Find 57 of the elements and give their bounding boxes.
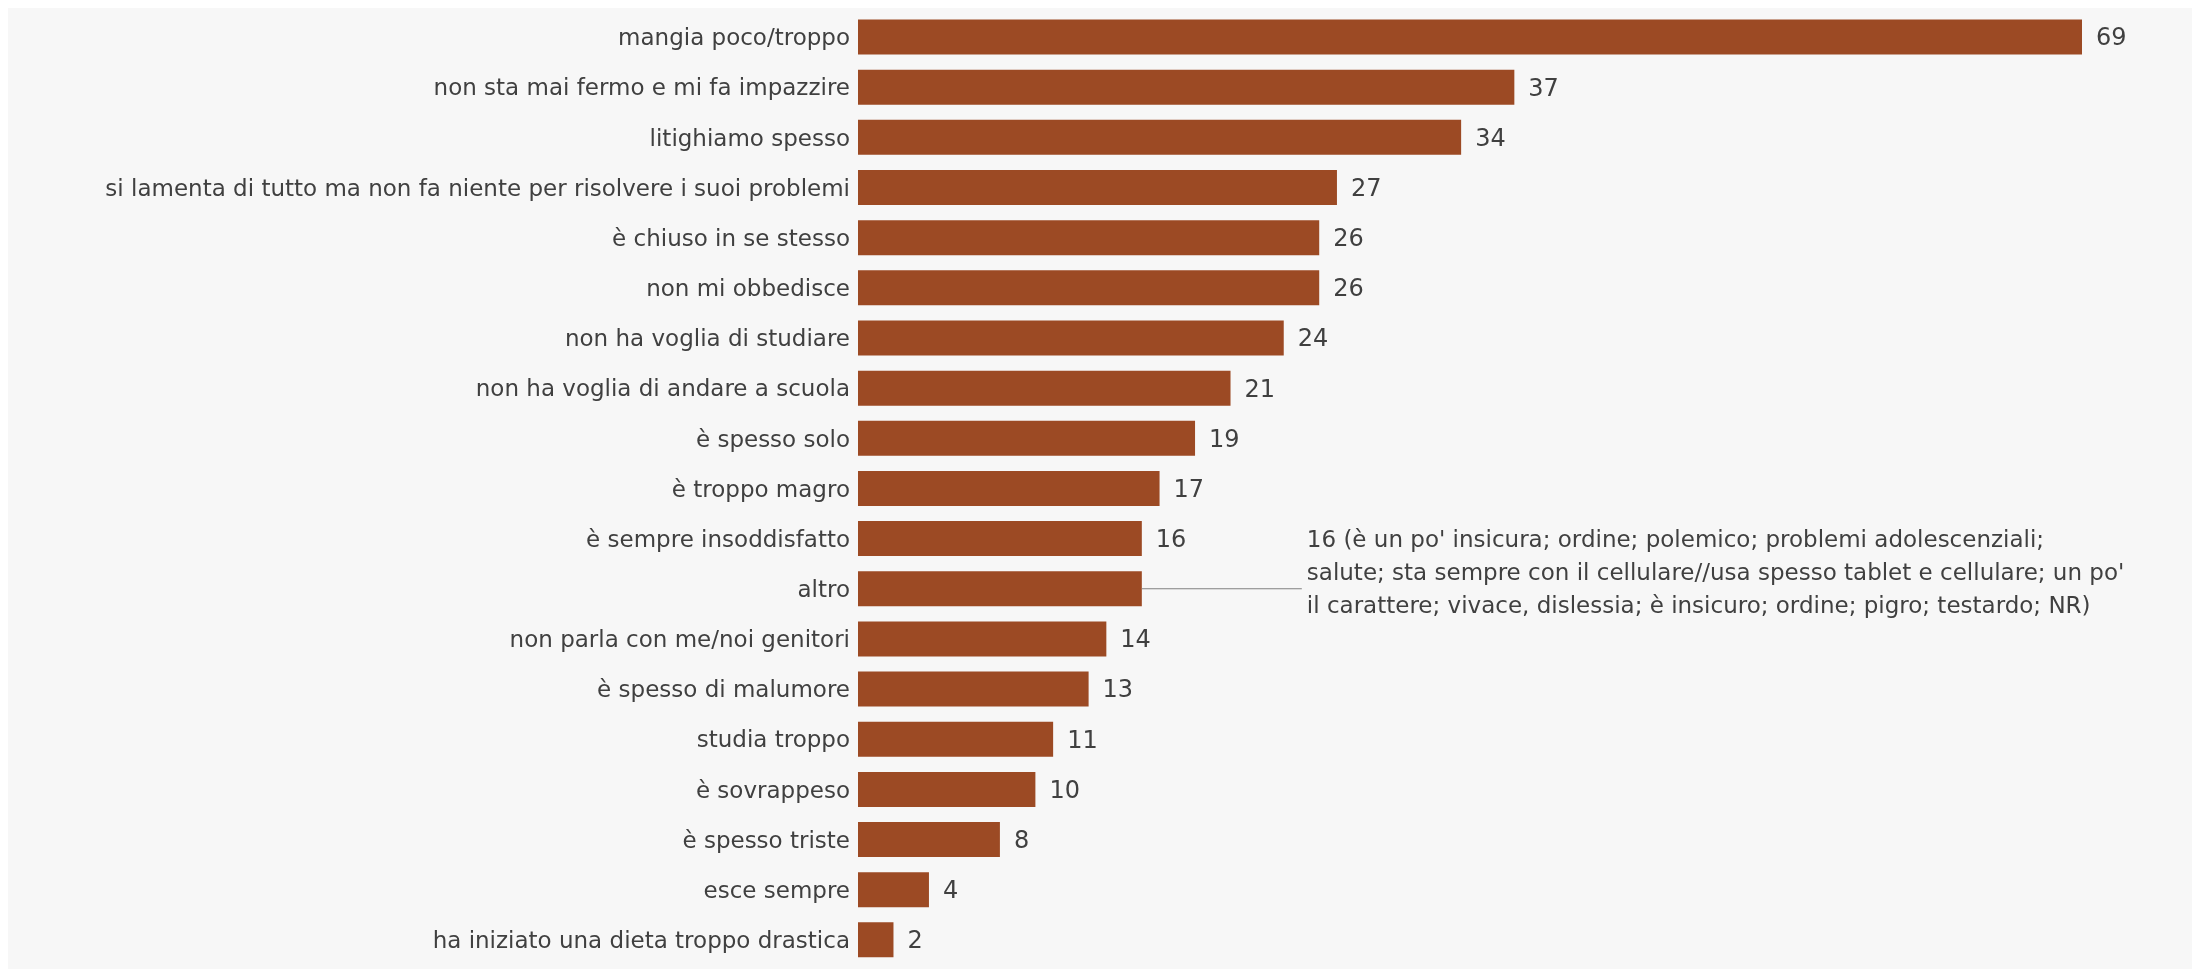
data-label: 27 — [1350, 173, 1382, 202]
bar — [858, 470, 1160, 506]
bar — [858, 370, 1231, 406]
bar — [858, 19, 2082, 55]
y-tick-label: è troppo magro — [671, 475, 850, 502]
bar — [858, 270, 1320, 306]
data-label: 2 — [907, 926, 923, 955]
data-label: 14 — [1120, 625, 1151, 654]
bar — [858, 220, 1320, 256]
data-label: 13 — [1102, 675, 1134, 704]
y-tick-label: non parla con me/noi genitori — [509, 626, 850, 653]
data-label: 11 — [1067, 725, 1098, 754]
data-label: 26 — [1333, 224, 1364, 253]
y-tick-label: è spesso triste — [682, 826, 850, 853]
y-tick-label: non mi obbedisce — [646, 275, 850, 302]
bar — [858, 571, 1142, 607]
y-tick-label: altro — [797, 575, 850, 602]
data-label: 4 — [942, 876, 959, 905]
bar — [858, 521, 1142, 557]
data-label: 8 — [1013, 825, 1030, 854]
data-label: 10 — [1049, 775, 1080, 804]
bar — [858, 170, 1337, 205]
data-label: 16 — [1155, 525, 1187, 553]
bar — [858, 771, 1036, 807]
data-label: 37 — [1528, 73, 1559, 102]
bar — [858, 621, 1107, 657]
bar — [858, 420, 1196, 456]
data-label: 34 — [1475, 123, 1506, 152]
data-label: 26 — [1333, 274, 1364, 303]
data-label: 69 — [2096, 23, 2127, 52]
y-tick-label: non ha voglia di andare a scuola — [475, 375, 850, 402]
bar — [858, 69, 1515, 105]
annotation: 16 (è un po' insicura; ordine; polemico; problemi adolescenziali; salute; sta sempre con il cellulare//usa spesso tablet e cellulare; un po' il carattere; vivace, dislessia; è insicuro; ordine; pigro; testardo; NR) — [1306, 524, 2126, 620]
bar — [858, 922, 894, 958]
data-label: 19 — [1209, 424, 1240, 453]
y-tick-label: si lamenta di tutto ma non fa niente per risolvere i suoi problemi — [105, 174, 850, 201]
y-tick-label: è sempre insoddisfatto — [586, 525, 850, 552]
bar — [858, 721, 1054, 757]
y-tick-label: è spesso solo — [695, 425, 850, 452]
bar — [858, 872, 929, 908]
y-tick-label: litighiamo spesso — [649, 124, 850, 151]
y-tick-label: non ha voglia di studiare — [564, 325, 850, 352]
y-tick-label: studia troppo — [696, 726, 850, 753]
y-tick-label: è sovrappeso — [695, 776, 850, 803]
y-tick-label: esce sempre — [703, 876, 850, 903]
data-label: 21 — [1244, 374, 1276, 403]
bar — [858, 822, 1000, 858]
y-tick-label: mangia poco/troppo — [618, 24, 850, 51]
data-label: 17 — [1173, 474, 1205, 503]
y-tick-label: è spesso di malumore — [597, 676, 850, 703]
bar — [858, 671, 1089, 707]
bar — [858, 119, 1462, 155]
y-tick-label: non sta mai fermo e mi fa impazzire — [433, 74, 850, 101]
data-label: 24 — [1297, 324, 1329, 353]
y-tick-label: è chiuso in se stesso — [612, 224, 850, 251]
y-tick-label: ha iniziato una dieta troppo drastica — [432, 927, 850, 954]
bar — [858, 320, 1284, 356]
